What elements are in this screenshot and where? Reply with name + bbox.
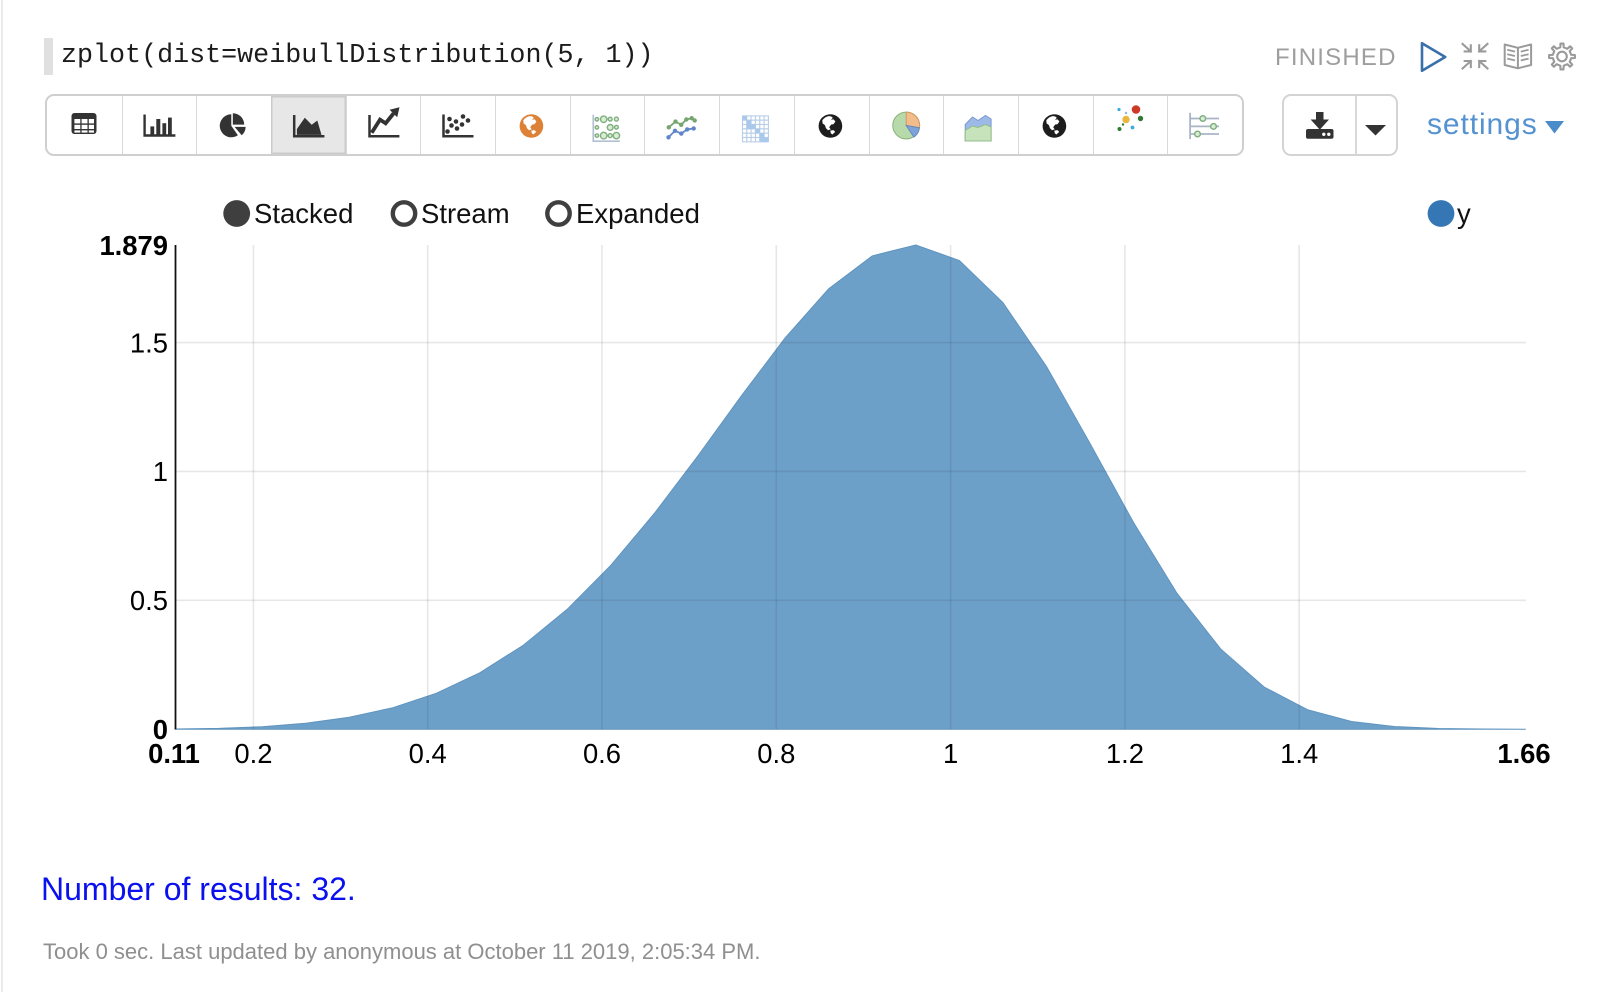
- svg-text:1.4: 1.4: [1280, 738, 1318, 769]
- svg-text:1.5: 1.5: [130, 327, 168, 358]
- svg-text:1.879: 1.879: [99, 230, 168, 261]
- svg-text:y: y: [1457, 198, 1471, 229]
- svg-text:0: 0: [153, 714, 168, 745]
- svg-text:Expanded: Expanded: [576, 198, 700, 229]
- svg-text:0.11: 0.11: [148, 738, 200, 769]
- svg-text:0.5: 0.5: [130, 585, 168, 616]
- svg-text:0.8: 0.8: [757, 738, 795, 769]
- svg-text:1.66: 1.66: [1497, 738, 1550, 769]
- svg-text:0.4: 0.4: [409, 738, 447, 769]
- svg-text:0.6: 0.6: [583, 738, 621, 769]
- svg-text:Stream: Stream: [421, 198, 510, 229]
- svg-text:0.2: 0.2: [234, 738, 272, 769]
- svg-text:Stacked: Stacked: [254, 198, 353, 229]
- svg-text:1: 1: [153, 456, 168, 487]
- svg-text:1: 1: [943, 738, 958, 769]
- svg-text:1.2: 1.2: [1106, 738, 1144, 769]
